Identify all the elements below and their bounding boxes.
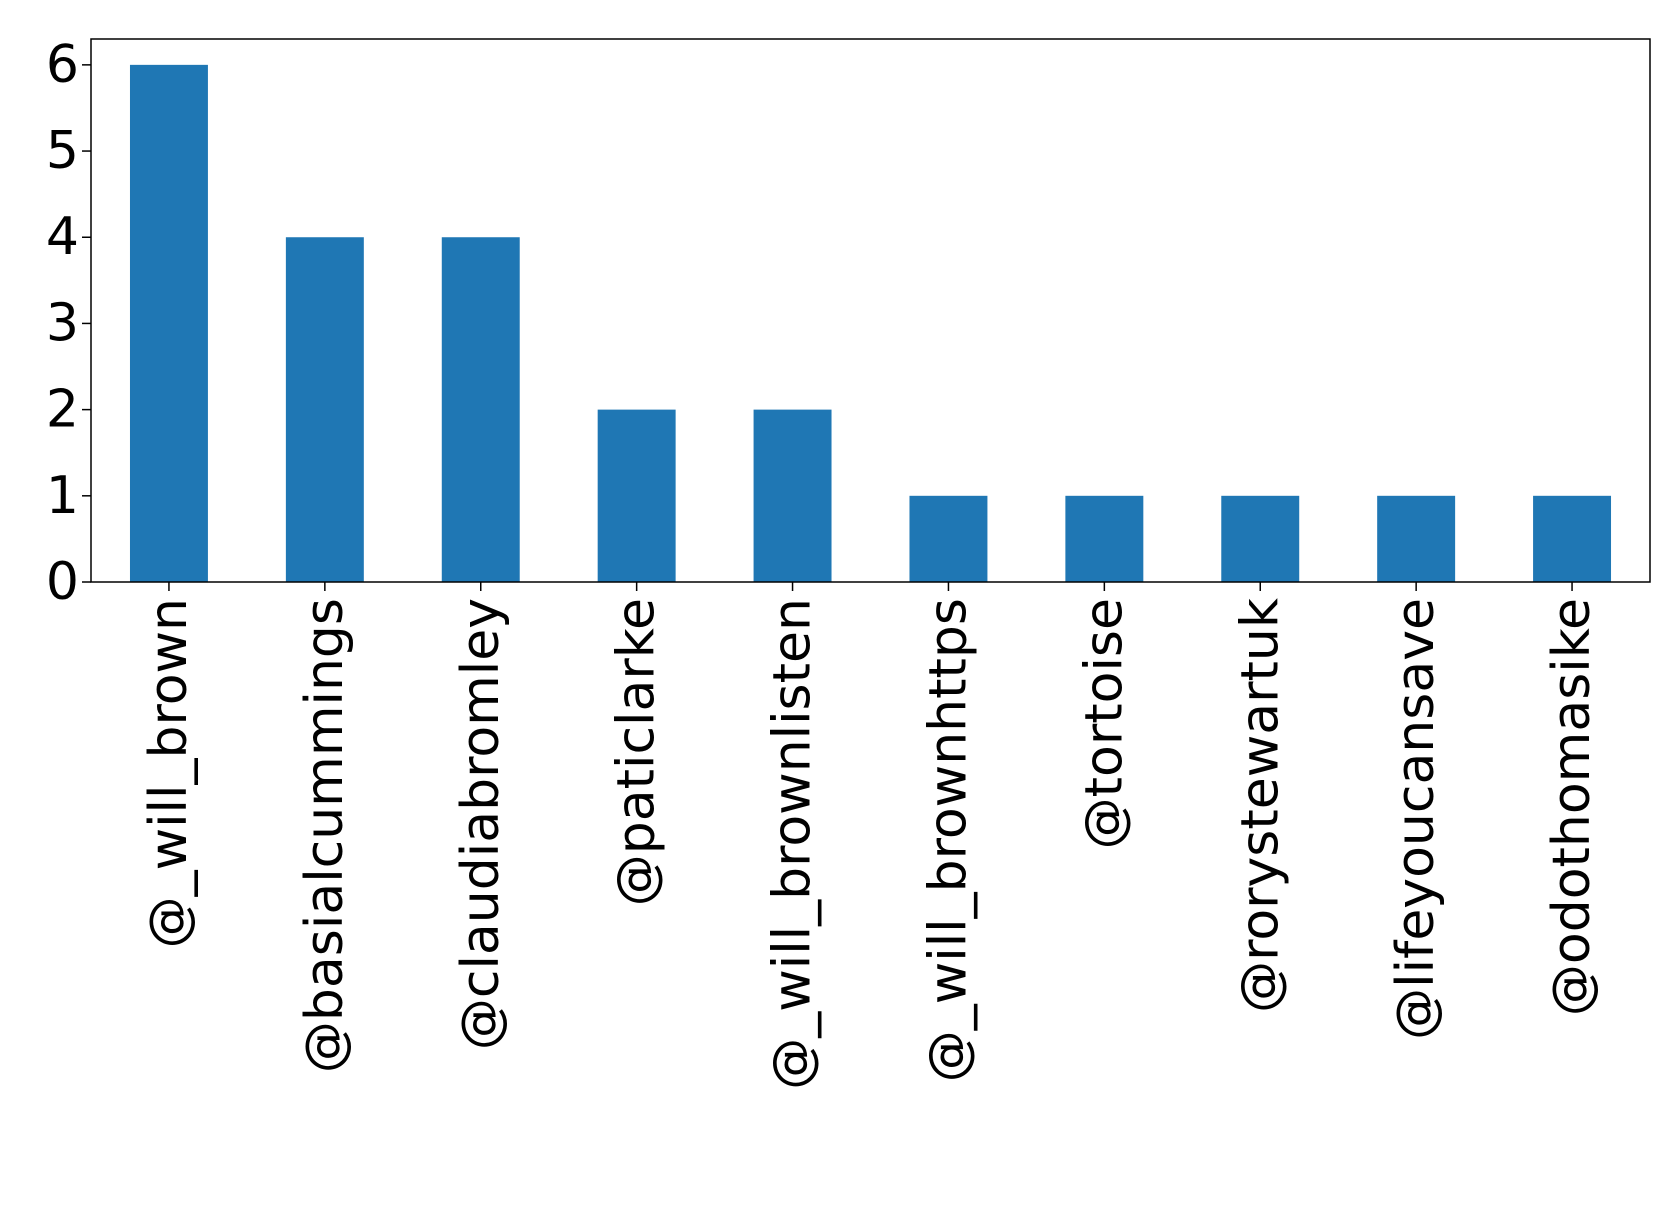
plot-frame [90, 38, 1651, 583]
bar-6 [1065, 495, 1144, 582]
x-axis: @_will_brown @basialcummings @claudiabroml… [139, 582, 1602, 1090]
y-tick-label-0: 0 [46, 552, 79, 612]
x-tick-label-3: @paticlarke [607, 598, 667, 906]
x-tick-label-8: @lifeyoucansave [1386, 598, 1446, 1040]
x-tick-label-4: @_will_brownlisten [763, 598, 823, 1090]
x-tick-label-1: @basialcummings [295, 598, 355, 1073]
x-tick-label-6: @tortoise [1074, 598, 1134, 849]
y-axis: 0 1 2 3 4 5 6 [46, 35, 91, 612]
y-tick-label-2: 2 [46, 380, 79, 440]
bar-8 [1377, 495, 1456, 582]
x-tick-label-7: @rorystewartuk [1230, 598, 1290, 1013]
bar-2 [441, 237, 520, 582]
x-tick-label-0: @_will_brown [139, 598, 199, 948]
y-tick-label-4: 4 [46, 207, 79, 267]
y-tick-label-6: 6 [46, 35, 79, 95]
bar-9 [1533, 495, 1612, 582]
bar-3 [597, 409, 676, 582]
y-tick-label-5: 5 [46, 121, 79, 181]
bar-7 [1221, 495, 1300, 582]
y-tick-label-3: 3 [46, 293, 79, 353]
bar-5 [909, 495, 988, 582]
bar-1 [285, 237, 364, 582]
bar-0 [129, 64, 208, 583]
x-tick-label-2: @claudiabromley [451, 598, 511, 1050]
y-tick-label-1: 1 [46, 466, 79, 526]
x-tick-label-5: @_will_brownhttps [918, 598, 978, 1082]
x-tick-label-9: @odothomasike [1542, 598, 1602, 1016]
bar-4 [753, 409, 832, 582]
bars-layer [129, 64, 1612, 583]
